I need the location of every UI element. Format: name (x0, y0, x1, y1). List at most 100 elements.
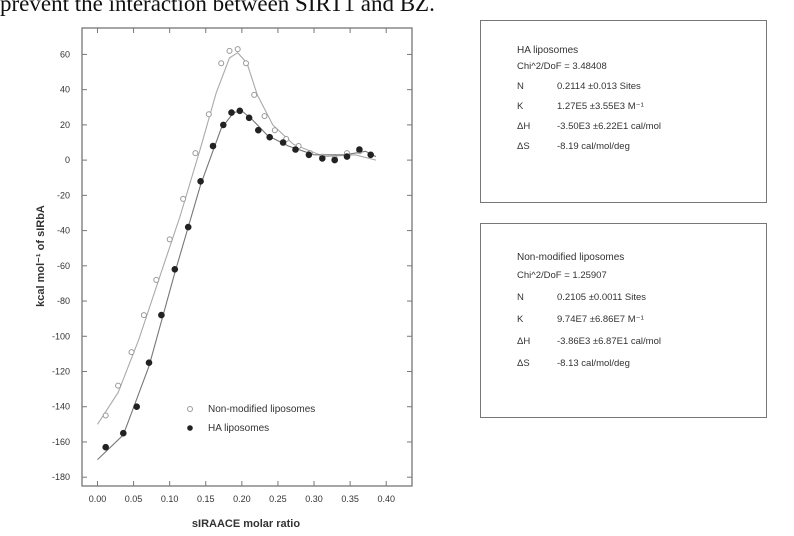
y-tick-label: -40 (57, 226, 70, 236)
y-tick-label: -180 (52, 472, 70, 482)
data-point-ha (343, 153, 351, 160)
row-label: N (517, 81, 524, 92)
data-point-ha (254, 126, 262, 134)
x-tick-label: 0.10 (161, 494, 179, 504)
y-tick-label: -20 (57, 190, 70, 200)
data-point-non-modified (205, 111, 212, 118)
panel-title: Non-modified liposomes (517, 252, 625, 263)
panel-row-dh: ΔH -3.86E3 ±6.87E1 cal/mol (517, 336, 661, 347)
figure-caption: prevent the interaction between SIRT1 an… (0, 0, 435, 16)
row-label: ΔS (517, 141, 530, 152)
data-point-non-modified (180, 195, 187, 202)
legend: Non-modified liposomes HA liposomes (187, 404, 315, 434)
x-tick-label: 0.20 (233, 494, 251, 504)
legend-marker-ha (187, 425, 193, 431)
data-point-ha (184, 223, 192, 231)
x-tick-label: 0.30 (305, 494, 323, 504)
row-label: ΔS (517, 358, 530, 369)
data-point-ha (367, 151, 375, 159)
x-axis-label: sIRAACE molar ratio (192, 518, 300, 530)
legend-marker-non-modified (187, 406, 193, 412)
data-point-ha (145, 359, 153, 367)
data-point-non-modified (153, 276, 160, 283)
data-point-ha (171, 266, 179, 273)
row-label: K (517, 314, 524, 325)
data-point-ha (319, 155, 326, 162)
y-tick-label: 60 (60, 49, 70, 59)
legend-label-ha: HA liposomes (208, 423, 269, 434)
data-point-ha (158, 311, 165, 319)
row-value: -8.13 cal/mol/deg (557, 358, 630, 369)
x-tick-label: 0.00 (89, 494, 107, 504)
x-tick-label: 0.25 (269, 494, 287, 504)
data-point-non-modified (166, 236, 173, 243)
panel-row-n: N 0.2114 ±0.013 Sites (517, 81, 641, 92)
data-point-ha (209, 142, 217, 150)
data-point-ha (279, 139, 287, 146)
row-label: ΔH (517, 121, 531, 132)
data-point-ha (356, 146, 363, 153)
fit-panel-non-modified: Non-modified liposomes Chi^2/DoF = 1.259… (480, 223, 767, 418)
x-tick-label: 0.35 (341, 494, 359, 504)
data-point-non-modified (243, 60, 249, 67)
y-tick-label: 0 (65, 155, 70, 165)
data-point-non-modified (128, 349, 135, 356)
y-tick-label: -100 (52, 331, 70, 341)
data-point-ha (120, 429, 127, 437)
data-point-ha (245, 114, 253, 122)
panel-row-ds: ΔS -8.19 cal/mol/deg (517, 141, 630, 152)
panel-chi: Chi^2/DoF = 3.48408 (517, 61, 607, 72)
data-point-non-modified (102, 412, 109, 419)
row-value: -3.50E3 ±6.22E1 cal/mol (557, 121, 661, 132)
row-value: 0.2114 ±0.013 Sites (557, 81, 641, 92)
data-point-ha (102, 443, 109, 451)
y-tick-label: -60 (57, 261, 70, 271)
row-label: K (517, 101, 524, 112)
fit-line-non-modified (97, 51, 377, 425)
data-point-ha (305, 151, 313, 159)
data-point-non-modified (271, 127, 278, 134)
panel-row-k: K 9.74E7 ±6.86E7 M⁻¹ (517, 314, 644, 325)
data-point-non-modified (192, 150, 199, 157)
panel-row-k: K 1.27E5 ±3.55E3 M⁻¹ (517, 101, 644, 112)
data-point-non-modified (140, 312, 147, 319)
plot-frame (81, 27, 413, 487)
data-point-ha (292, 146, 299, 153)
row-value: 0.2105 ±0.0011 Sites (557, 292, 647, 303)
data-point-ha (220, 121, 227, 129)
x-tick-label: 0.40 (377, 494, 395, 504)
data-point-ha (331, 156, 339, 164)
panel-row-ds: ΔS -8.13 cal/mol/deg (517, 358, 630, 369)
panel-title: HA liposomes (517, 45, 579, 56)
data-point-ha (236, 107, 244, 115)
data-point-ha (133, 403, 140, 411)
data-point-non-modified (234, 46, 241, 53)
row-value: 9.74E7 ±6.86E7 M⁻¹ (557, 314, 644, 325)
data-point-non-modified (218, 60, 225, 67)
panel-row-n: N 0.2105 ±0.0011 Sites (517, 292, 646, 303)
row-value: -3.86E3 ±6.87E1 cal/mol (557, 336, 661, 347)
data-point-non-modified (226, 47, 233, 54)
y-tick-label: -80 (57, 296, 70, 306)
data-point-non-modified (261, 113, 268, 120)
y-tick-label: -160 (52, 437, 70, 447)
data-point-non-modified (251, 91, 258, 98)
fit-panel-ha: HA liposomes Chi^2/DoF = 3.48408 N 0.2114… (480, 20, 767, 203)
data-point-ha (197, 178, 204, 185)
x-tick-label: 0.15 (197, 494, 215, 504)
y-axis-label: kcal mol⁻¹ of sIRbA (35, 205, 47, 307)
row-label: ΔH (517, 336, 531, 347)
y-tick-label: 20 (60, 120, 70, 130)
y-tick-label: -140 (52, 402, 70, 412)
row-value: -8.19 cal/mol/deg (557, 141, 630, 152)
data-point-non-modified (115, 382, 122, 389)
data-point-ha (228, 109, 235, 116)
legend-label-non-modified: Non-modified liposomes (208, 404, 315, 415)
panel-chi: Chi^2/DoF = 1.25907 (517, 270, 607, 281)
panel-row-dh: ΔH -3.50E3 ±6.22E1 cal/mol (517, 121, 661, 132)
y-tick-label: -120 (52, 367, 70, 377)
row-value: 1.27E5 ±3.55E3 M⁻¹ (557, 101, 644, 112)
y-tick-label: 40 (60, 85, 70, 95)
x-tick-label: 0.05 (125, 494, 143, 504)
data-point-ha (266, 133, 274, 141)
